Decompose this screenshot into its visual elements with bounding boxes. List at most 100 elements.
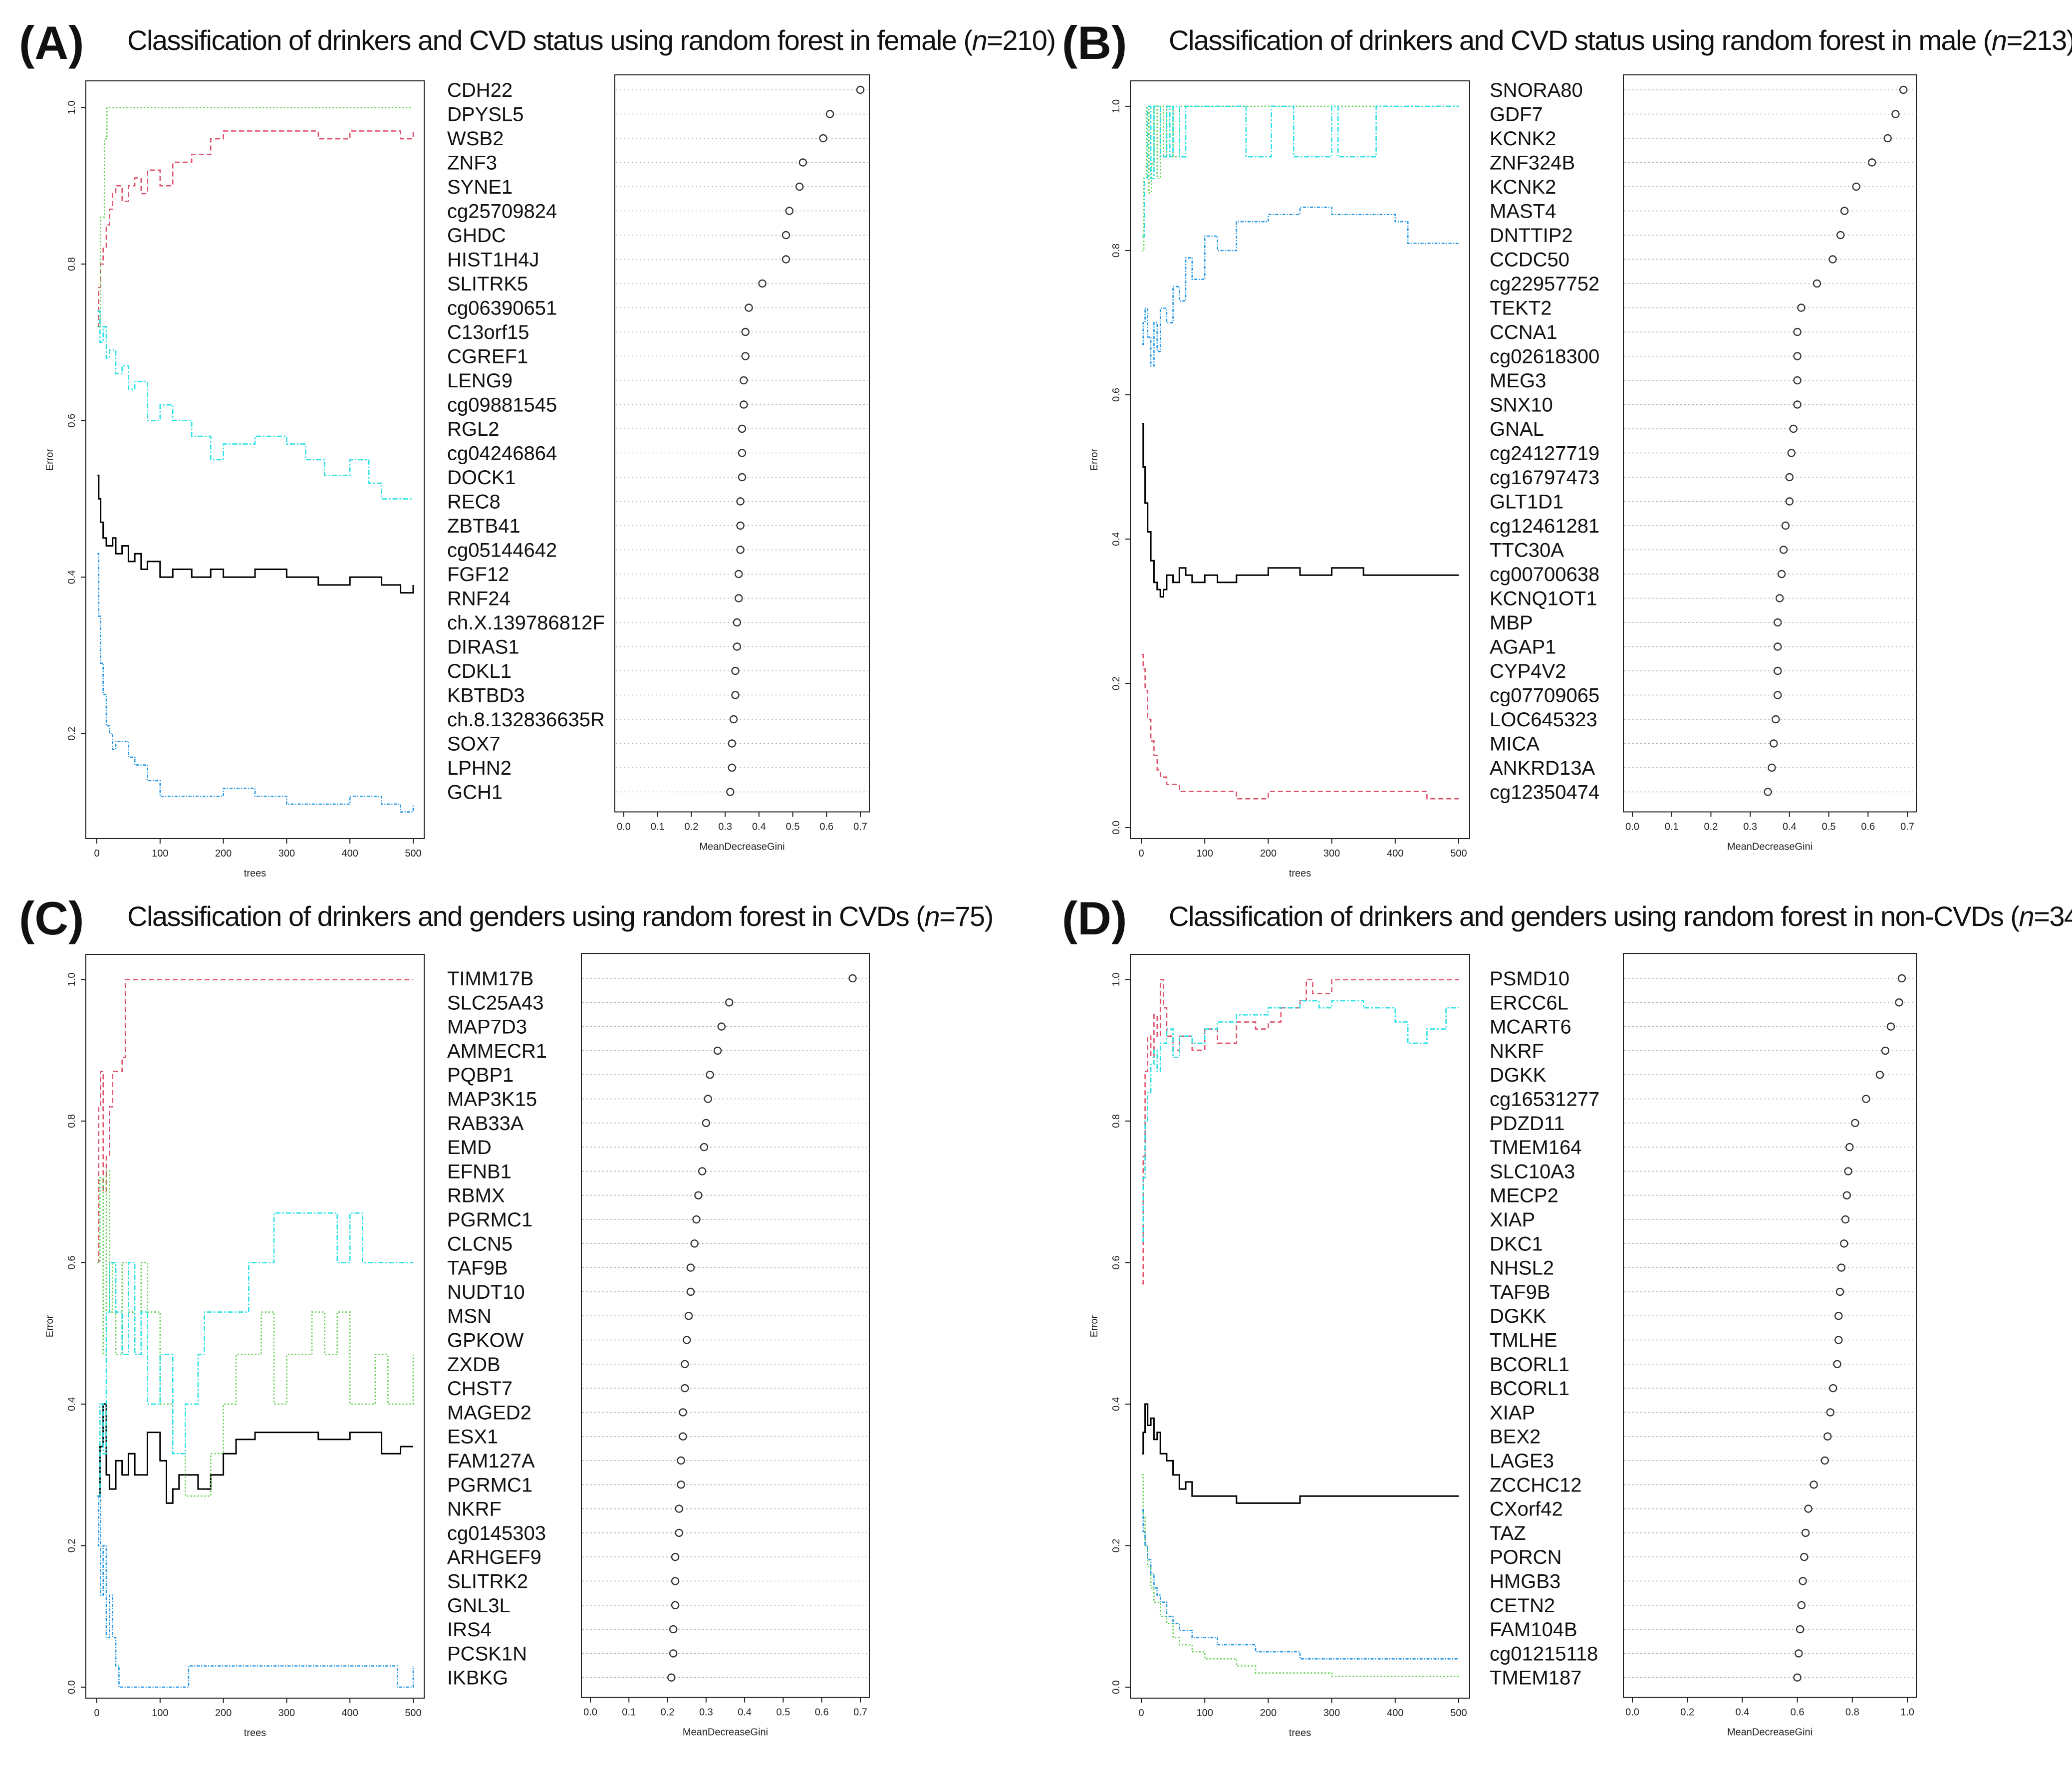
x-tick-label: 0.6 bbox=[1791, 1707, 1805, 1718]
x-tick-label: 0.4 bbox=[1783, 822, 1797, 833]
importance-dot bbox=[758, 279, 767, 288]
series-line-class-3 bbox=[1142, 105, 1459, 237]
importance-dot bbox=[1768, 763, 1776, 772]
gene-label: IRS4 bbox=[447, 1619, 492, 1641]
importance-dot bbox=[1842, 1191, 1851, 1199]
series-line-class-4 bbox=[1142, 1509, 1459, 1660]
importance-dot bbox=[1862, 1095, 1870, 1103]
x-tick-label: 400 bbox=[1387, 848, 1403, 859]
importance-dot bbox=[781, 255, 790, 264]
panel-title: Classification of drinkers and genders u… bbox=[127, 900, 993, 932]
gene-label: HIST1H4J bbox=[447, 249, 539, 271]
x-axis-label: trees bbox=[1289, 868, 1311, 879]
x-tick-label: 400 bbox=[342, 1708, 358, 1719]
gene-label: TAF9B bbox=[1490, 1281, 1551, 1303]
gene-label: NKRF bbox=[1490, 1040, 1544, 1062]
importance-dot bbox=[1867, 158, 1876, 167]
error-plot: 0 100 200 300 400 500 0.2 0.4 0.6 0.8 1.0 trees Erro… bbox=[44, 80, 425, 879]
gene-label: ZNF3 bbox=[447, 152, 497, 174]
y-axis-label: Error bbox=[1089, 448, 1100, 471]
series-line-class-3 bbox=[1142, 1000, 1459, 1242]
importance-dot bbox=[856, 85, 865, 94]
gene-label: HMGB3 bbox=[1490, 1571, 1560, 1593]
gene-label: ZXDB bbox=[447, 1354, 501, 1376]
importance-dot bbox=[1772, 715, 1780, 724]
gene-label: AGAP1 bbox=[1490, 636, 1556, 658]
gene-label: PGRMC1 bbox=[447, 1474, 532, 1496]
importance-plot: PSMD10ERCC6LMCART6NKRFDGKKcg16531277PDZD… bbox=[1490, 953, 1917, 1738]
importance-dot bbox=[677, 1456, 685, 1465]
importance-dot bbox=[1799, 1577, 1807, 1585]
gene-label: BCORL1 bbox=[1490, 1354, 1569, 1376]
gene-label: DPYSL5 bbox=[447, 104, 523, 126]
panel-label: (B) bbox=[1062, 16, 1127, 69]
error-plot: 0 100 200 300 400 500 0.0 0.2 0.4 0.6 0.8 1.0 trees E… bbox=[1089, 80, 1470, 879]
y-tick-label: 1.0 bbox=[66, 100, 77, 114]
importance-dot bbox=[1891, 110, 1900, 118]
x-tick-label: 0.1 bbox=[622, 1707, 636, 1718]
y-tick-label: 0.8 bbox=[1111, 244, 1122, 258]
gene-label: REC8 bbox=[447, 491, 501, 513]
x-tick-label: 200 bbox=[1260, 1708, 1277, 1719]
importance-dot bbox=[698, 1167, 707, 1176]
gene-label: ANKRD13A bbox=[1490, 757, 1595, 779]
gene-label: GNL3L bbox=[447, 1595, 511, 1617]
series-line-class-2 bbox=[97, 107, 413, 327]
importance-dot bbox=[1764, 788, 1772, 796]
importance-dot bbox=[798, 158, 807, 167]
gene-label: PQBP1 bbox=[447, 1064, 514, 1086]
gene-label: RGL2 bbox=[447, 418, 500, 440]
importance-dot bbox=[1777, 570, 1786, 579]
x-axis-label: trees bbox=[244, 868, 266, 879]
x-tick-label: 0.0 bbox=[1625, 1707, 1639, 1718]
importance-dot bbox=[741, 327, 750, 336]
importance-dot bbox=[671, 1601, 680, 1610]
importance-dot bbox=[1834, 1311, 1843, 1320]
importance-dot bbox=[1823, 1432, 1832, 1441]
importance-dot bbox=[679, 1408, 687, 1417]
gene-label: CLCN5 bbox=[447, 1233, 513, 1255]
panel-title-text: Classification of drinkers and CVD statu… bbox=[1169, 24, 1993, 56]
y-tick-label: 1.0 bbox=[66, 972, 77, 986]
x-tick-label: 0.4 bbox=[738, 1707, 752, 1718]
importance-plot-frame bbox=[581, 953, 870, 1698]
importance-dot bbox=[686, 1287, 695, 1296]
gene-label: TMEM164 bbox=[1490, 1137, 1582, 1159]
importance-dot bbox=[1779, 546, 1788, 554]
importance-dot bbox=[1796, 1625, 1805, 1634]
x-tick-label: 0 bbox=[1138, 1708, 1144, 1719]
x-tick-label: 400 bbox=[1387, 1708, 1403, 1719]
panel-d: (D) Classification of drinkers and gender… bbox=[1062, 892, 2072, 1739]
importance-dot bbox=[1834, 1336, 1843, 1344]
importance-dot bbox=[1774, 642, 1782, 651]
gene-label: DIRAS1 bbox=[447, 636, 519, 658]
gene-label: GNAL bbox=[1490, 418, 1544, 440]
importance-dot bbox=[1828, 255, 1837, 264]
importance-dot bbox=[1837, 1263, 1845, 1272]
importance-dot bbox=[731, 666, 740, 675]
gene-label: SYNE1 bbox=[447, 176, 513, 198]
importance-dot bbox=[728, 739, 736, 748]
panel-title-suffix: =213) bbox=[2007, 24, 2072, 56]
importance-dot bbox=[1833, 1360, 1841, 1369]
gene-label: MBP bbox=[1490, 612, 1533, 634]
gene-label: FAM127A bbox=[447, 1450, 535, 1472]
importance-dot bbox=[1881, 1046, 1890, 1055]
importance-dot bbox=[1793, 327, 1802, 336]
importance-dot bbox=[704, 1095, 712, 1103]
gene-label: MAGED2 bbox=[447, 1402, 531, 1424]
error-plot-frame bbox=[85, 80, 425, 839]
y-tick-label: 1.0 bbox=[1111, 972, 1122, 986]
importance-dot bbox=[738, 473, 747, 482]
importance-dot bbox=[785, 207, 794, 215]
importance-dot bbox=[1820, 1456, 1829, 1465]
importance-dot bbox=[1793, 376, 1802, 385]
importance-dot bbox=[1826, 1408, 1834, 1417]
importance-plot-frame bbox=[614, 74, 870, 813]
importance-axis-label: MeanDecreaseGini bbox=[1727, 842, 1813, 853]
importance-dot bbox=[1835, 1287, 1844, 1296]
y-tick-label: 0.4 bbox=[1111, 532, 1122, 546]
gene-label: KCNK2 bbox=[1490, 128, 1556, 150]
importance-dot bbox=[741, 352, 750, 360]
